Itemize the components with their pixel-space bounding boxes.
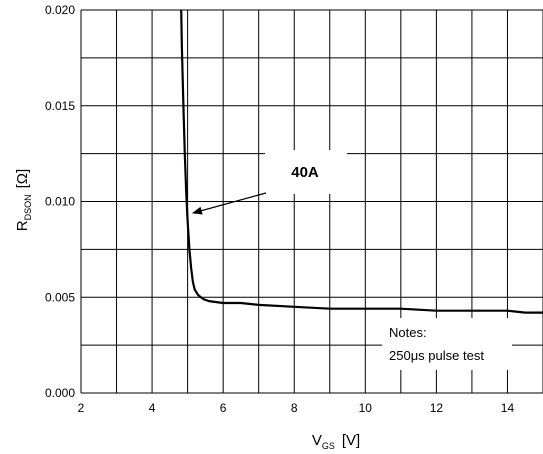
x-tick-label: 4 [149, 401, 156, 415]
notes-body: 250μs pulse test [389, 348, 484, 363]
x-axis-label-sub: GS [322, 441, 335, 451]
x-tick-label: 2 [78, 401, 85, 415]
x-tick-label: 10 [359, 401, 373, 415]
svg-text:RDSON[Ω]: RDSON [Ω] [14, 169, 33, 231]
x-tick-labels: 2 4 6 8 10 12 14 [78, 401, 515, 415]
x-tick-label: 8 [291, 401, 298, 415]
y-axis-label-unit: [Ω] [14, 169, 31, 189]
x-tick-label: 6 [220, 401, 227, 415]
y-tick-label: 0.020 [45, 3, 75, 17]
y-axis-label-main: R [14, 220, 31, 231]
x-axis-label-unit: [V] [342, 432, 360, 449]
y-tick-label: 0.010 [45, 195, 75, 209]
series-label-40a: 40A [291, 164, 319, 181]
notes-box [382, 318, 512, 370]
x-tick-label: 14 [501, 401, 515, 415]
y-axis-label: RDSON [Ω] [14, 169, 33, 231]
series-label-box [265, 150, 347, 194]
y-tick-labels: 0.000 0.005 0.010 0.015 0.020 [45, 3, 75, 400]
series-label-arrow [191, 192, 267, 215]
y-tick-label: 0.015 [45, 99, 75, 113]
grid-lines [80, 9, 543, 394]
x-axis-label: VGS [V] [312, 432, 360, 451]
series-line-40a [180, 9, 543, 314]
x-axis-label-main: V [312, 432, 322, 449]
x-tick-label: 12 [430, 401, 444, 415]
y-tick-label: 0.005 [45, 290, 75, 304]
y-tick-label: 0.000 [45, 386, 75, 400]
notes-title: Notes: [389, 325, 427, 340]
y-axis-label-sub: DSON [23, 194, 33, 220]
